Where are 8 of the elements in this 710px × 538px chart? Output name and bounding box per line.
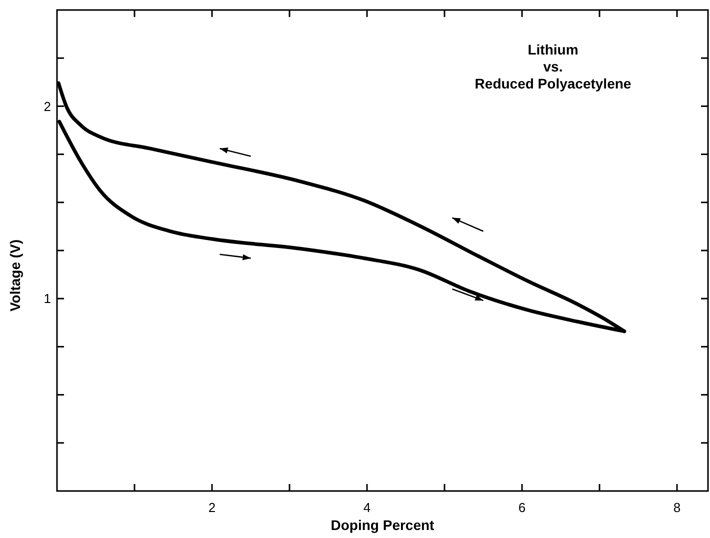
y-axis-title: Voltage (V) — [7, 239, 23, 312]
annotation: Lithium vs. Reduced Polyacetylene — [474, 41, 632, 92]
x-axis-title: Doping Percent — [330, 517, 435, 533]
y-tick-label: 1 — [44, 291, 51, 306]
x-tick-label: 2 — [208, 500, 216, 515]
x-tick-label: 6 — [518, 500, 526, 515]
x-tick-label: 8 — [673, 500, 681, 515]
x-tick-label: 4 — [363, 500, 371, 515]
